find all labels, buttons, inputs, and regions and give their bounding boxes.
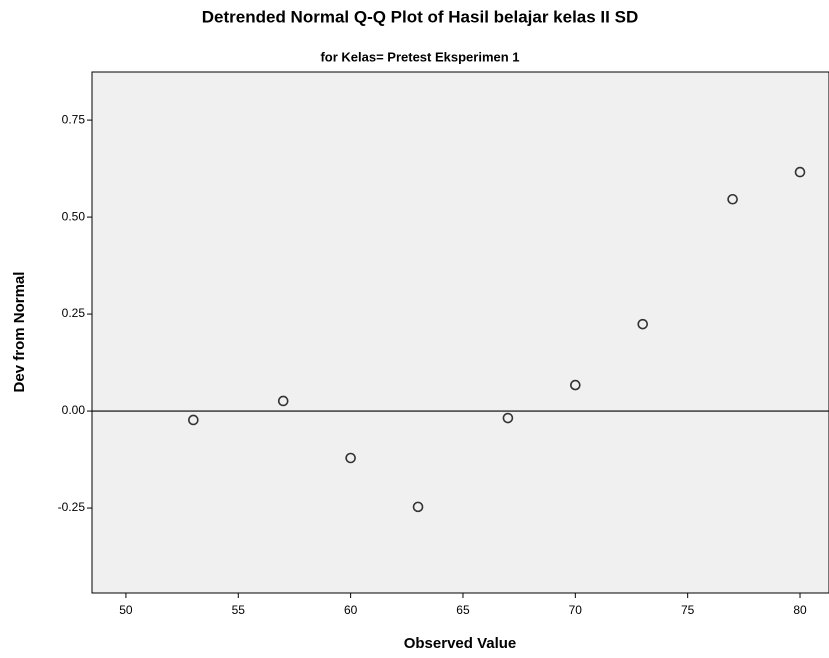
x-axis-label: Observed Value (404, 635, 517, 652)
point (345, 452, 356, 464)
x-tick-label: 80 (793, 603, 807, 617)
chart-subtitle: for Kelas= Pretest Eksperimen 1 (320, 49, 519, 64)
point (502, 412, 514, 424)
x-tick-label: 50 (119, 603, 133, 617)
point (188, 414, 199, 426)
x-tick-label: 55 (232, 603, 246, 617)
y-tick-label: 0.75 (62, 112, 86, 126)
chart-title: Detrended Normal Q-Q Plot of Hasil belaj… (202, 7, 638, 26)
point (412, 501, 424, 513)
x-tick-label: 75 (681, 603, 695, 617)
x-tick-label: 60 (344, 603, 358, 617)
point (794, 166, 806, 178)
y-tick-label: 0.25 (62, 306, 86, 320)
x-tick-label: 65 (456, 603, 470, 617)
x-tick-label: 70 (569, 603, 583, 617)
y-axis-label: Dev from Normal (11, 272, 28, 393)
point (277, 395, 289, 407)
y-tick-label: -0.25 (58, 500, 86, 514)
point (727, 193, 738, 205)
y-tick-label: 0.00 (62, 403, 86, 417)
plot-area (91, 71, 829, 594)
y-tick-label: 0.50 (62, 209, 86, 223)
point (637, 318, 649, 330)
point (570, 379, 581, 391)
